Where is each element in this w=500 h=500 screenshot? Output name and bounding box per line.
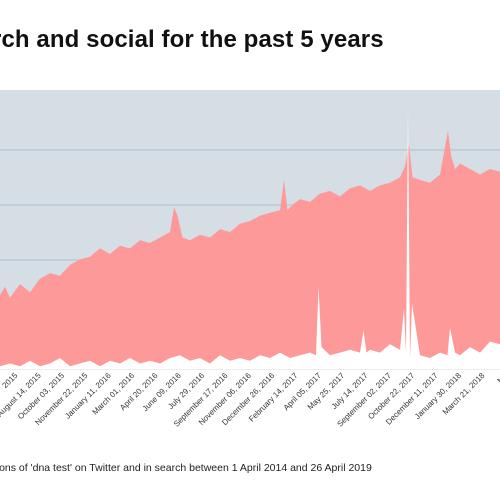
twitter-area [0, 103, 500, 369]
x-tick-label: Ma [496, 371, 500, 386]
x-tick-label: 2015 [0, 371, 19, 390]
search-area [0, 130, 500, 369]
series-areas [0, 103, 500, 370]
chart-title: rch and social for the past 5 years [0, 26, 384, 53]
chart-caption: ntions of 'dna test' on Twitter and in s… [0, 462, 372, 474]
x-tick-label: March 21, 2018 [441, 371, 487, 417]
chart-area: 2015 August 14, 2015 October 03, 2015 Novem… [0, 90, 500, 450]
